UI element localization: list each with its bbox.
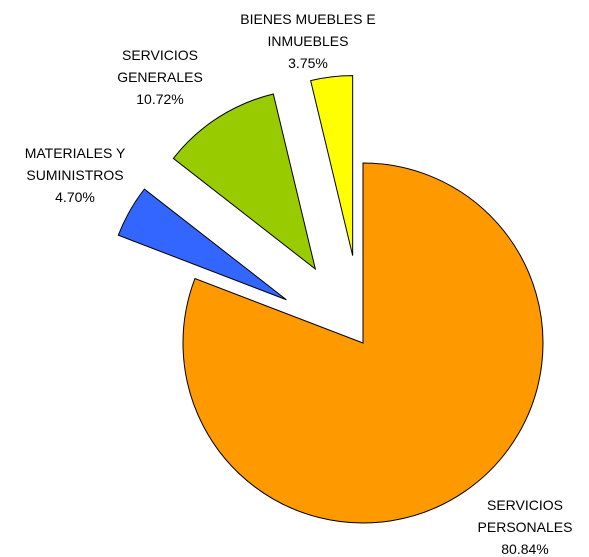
slice-label: BIENES MUEBLES E INMUEBLES 3.75% xyxy=(223,8,393,74)
category-name: SERVICIOS GENERALES xyxy=(117,47,203,85)
category-name: SERVICIOS PERSONALES xyxy=(477,497,573,535)
value-label: 3.75% xyxy=(288,55,328,71)
slice-label: SERVICIOS PERSONALES 80.84% xyxy=(470,494,580,557)
pie-slice xyxy=(117,188,287,301)
pie-slice xyxy=(172,93,317,271)
category-name: BIENES MUEBLES E INMUEBLES xyxy=(240,11,376,49)
category-name: MATERIALES Y SUMINISTROS xyxy=(24,145,126,183)
slice-label: SERVICIOS GENERALES 10.72% xyxy=(105,44,215,110)
slice-label: MATERIALES Y SUMINISTROS 4.70% xyxy=(10,142,140,208)
value-label: 80.84% xyxy=(501,541,549,557)
value-label: 10.72% xyxy=(136,91,184,107)
value-label: 4.70% xyxy=(55,189,95,205)
pie-slice xyxy=(310,75,354,256)
pie-slice xyxy=(182,162,544,524)
